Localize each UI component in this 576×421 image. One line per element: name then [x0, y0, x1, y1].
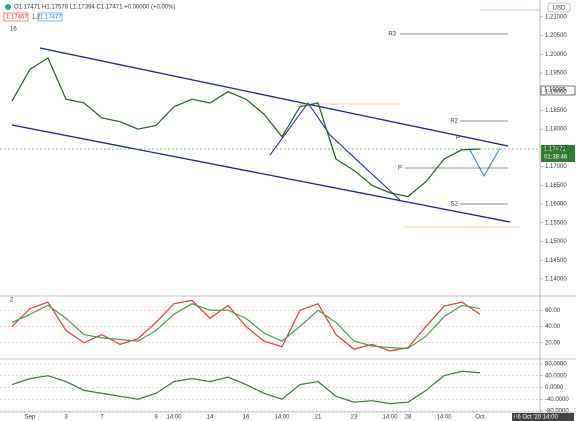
y-tick-label: 40.00: [545, 324, 561, 330]
pivot-label: R2: [450, 119, 458, 125]
y-tick-label: 1.14500: [545, 258, 567, 264]
quote-box-text: 1.2: [32, 15, 41, 21]
y-tick-label: 1.16500: [545, 183, 567, 189]
channel-line: [39, 47, 509, 147]
time-label: 06 Oct '20 14:00: [514, 415, 559, 421]
quote-box: [37, 12, 63, 22]
y-tick-label: 80.0000: [545, 362, 567, 368]
indicator-label: 2: [10, 298, 14, 304]
y-tick-label: 40.0000: [545, 373, 567, 379]
pivot-label: P: [398, 166, 402, 172]
time-badge: [512, 413, 574, 421]
x-tick-label: Oct: [475, 415, 485, 421]
y-tick-label: 1.21000: [545, 14, 567, 20]
y-tick-label: 60.00: [545, 308, 561, 314]
x-tick-label: 14:00: [436, 415, 452, 421]
currency-badge: [547, 2, 571, 13]
pivot-label: S2: [451, 202, 459, 208]
x-tick-label: 16: [243, 415, 250, 421]
y-tick-label: 20.00: [545, 340, 561, 346]
series-line: [11, 57, 481, 198]
y-tick-label: 1.20000: [545, 52, 567, 58]
y-tick-label: 1.17000: [545, 164, 567, 170]
y-tick-label: 1.19000: [545, 89, 567, 95]
last-price-badge: [541, 145, 575, 162]
y-tick-label: 1.20500: [545, 33, 567, 39]
x-tick-label: 5: [514, 415, 518, 421]
pattern-line: [269, 102, 401, 201]
indicator-label: 16: [10, 27, 17, 33]
y-tick-label: 1.18000: [545, 127, 567, 133]
countdown-label: 01:38:46: [544, 155, 568, 161]
series-line: [11, 370, 481, 405]
y-tick-label: 1.18500: [545, 108, 567, 114]
x-tick-label: 14: [207, 415, 214, 421]
quote-box-text: 1.17477: [40, 15, 62, 21]
quote-box: [3, 12, 29, 22]
x-tick-label: 14:00: [166, 415, 182, 421]
y-tick-label: 1.16000: [545, 202, 567, 208]
last-price-label: 1.17471: [544, 147, 566, 153]
projection-line: [469, 147, 501, 178]
x-tick-label: 21: [315, 415, 322, 421]
y-tick-label: 1.15500: [545, 220, 567, 226]
x-tick-label: 14:00: [274, 415, 290, 421]
currency-label: USD: [553, 6, 566, 12]
y-tick-label: 1.14000: [545, 276, 567, 282]
x-tick-label: 3: [64, 415, 68, 421]
ohlc-header: O1.17471 H1.17578 L1.17394 C1.17471 +0.0…: [14, 5, 175, 11]
series-line: [11, 303, 481, 350]
y-tick-label: 1.19500: [545, 71, 567, 77]
x-tick-label: Sep: [25, 415, 36, 421]
marked-price-badge: [540, 85, 576, 96]
channel-line: [11, 124, 511, 223]
pivot-label: P: [456, 136, 460, 142]
marked-price-label: 1.19095: [544, 88, 566, 94]
x-tick-label: 14:00: [382, 415, 398, 421]
pivot-label: R3: [388, 32, 396, 38]
x-tick-label: 23: [351, 415, 358, 421]
x-tick-label: 7: [100, 415, 104, 421]
y-tick-label: 0.0000: [545, 385, 564, 391]
y-tick-label: -80.0000: [545, 409, 569, 415]
x-tick-label: 28: [405, 415, 412, 421]
y-tick-label: 1.15000: [545, 239, 567, 245]
symbol-icon: [5, 4, 11, 10]
y-tick-label: -40.0000: [545, 397, 569, 403]
x-tick-label: 9: [154, 415, 158, 421]
y-tick-label: 1.17500: [545, 145, 567, 151]
quote-box-text: 1.17467: [6, 15, 28, 21]
